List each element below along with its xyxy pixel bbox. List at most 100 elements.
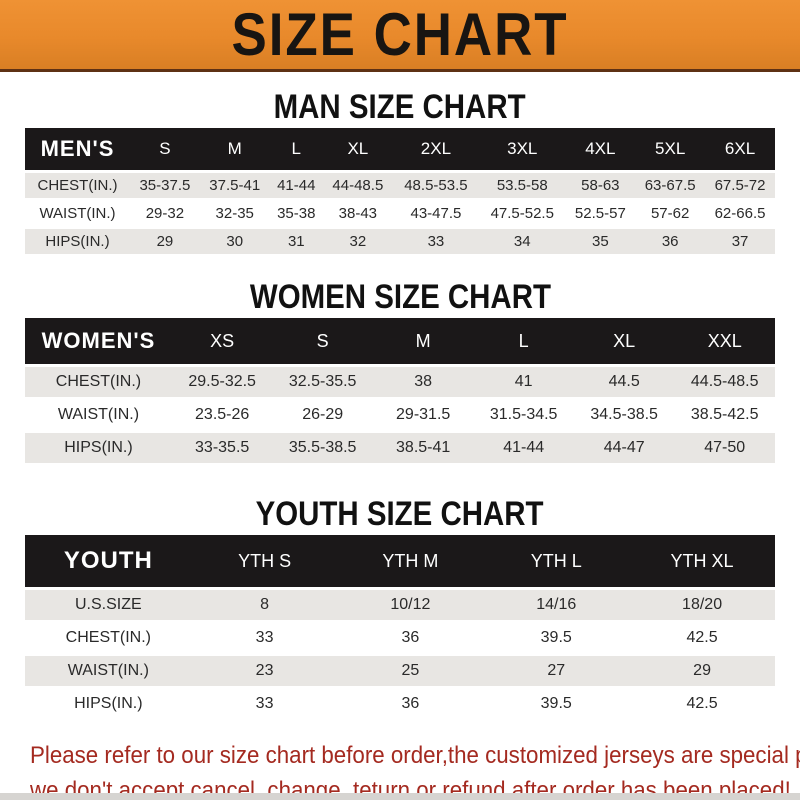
- size-value-cell: 27: [483, 656, 630, 686]
- mens-waist-row: WAIST(IN.) 29-32 32-35 35-38 38-43 43-47…: [25, 201, 775, 226]
- page-title: SIZE CHART: [231, 0, 569, 69]
- size-value-cell: 29-31.5: [372, 400, 474, 430]
- size-value-cell: 67.5-72: [705, 173, 775, 198]
- womens-header-row: WOMEN'S XS S M L XL XXL: [25, 318, 775, 364]
- size-value-cell: 8: [191, 590, 338, 620]
- size-column-header: 4XL: [565, 128, 636, 170]
- row-label-cell: U.S.SIZE: [25, 590, 192, 620]
- row-label-cell: WAIST(IN.): [25, 201, 130, 226]
- size-value-cell: 44-47: [573, 433, 675, 463]
- size-value-cell: 35: [565, 229, 636, 254]
- size-value-cell: 35-38: [269, 201, 323, 226]
- size-value-cell: 38-43: [322, 201, 393, 226]
- size-value-cell: 31: [269, 229, 323, 254]
- size-value-cell: 29.5-32.5: [171, 367, 273, 397]
- size-value-cell: 63-67.5: [635, 173, 706, 198]
- order-notice: Please refer to our size chart before or…: [30, 738, 800, 800]
- size-value-cell: 10/12: [337, 590, 484, 620]
- size-column-header: L: [473, 318, 574, 364]
- size-column-header: 5XL: [635, 128, 706, 170]
- size-value-cell: 36: [635, 229, 706, 254]
- size-value-cell: 43-47.5: [392, 201, 480, 226]
- size-value-cell: 35-37.5: [130, 173, 200, 198]
- row-label-cell: WAIST(IN.): [25, 656, 192, 686]
- size-value-cell: 29: [130, 229, 200, 254]
- size-value-cell: 30: [199, 229, 270, 254]
- size-value-cell: 33: [191, 623, 338, 653]
- size-value-cell: 18/20: [629, 590, 775, 620]
- youth-ussize-row: U.S.SIZE 8 10/12 14/16 18/20: [25, 590, 775, 620]
- size-value-cell: 14/16: [483, 590, 630, 620]
- size-column-header: XXL: [674, 318, 775, 364]
- row-label-cell: CHEST(IN.): [25, 367, 172, 397]
- size-column-header: M: [199, 128, 270, 170]
- size-value-cell: 47-50: [674, 433, 775, 463]
- size-value-cell: 26-29: [272, 400, 373, 430]
- size-value-cell: 58-63: [565, 173, 636, 198]
- size-column-header: XL: [322, 128, 393, 170]
- size-value-cell: 57-62: [635, 201, 706, 226]
- youth-hips-row: HIPS(IN.) 33 36 39.5 42.5: [25, 689, 775, 719]
- youth-waist-row: WAIST(IN.) 23 25 27 29: [25, 656, 775, 686]
- size-value-cell: 38.5-42.5: [674, 400, 775, 430]
- youth-size-table: YOUTH YTH S YTH M YTH L YTH XL U.S.SIZE …: [25, 532, 775, 722]
- size-value-cell: 41-44: [473, 433, 574, 463]
- row-label-cell: HIPS(IN.): [25, 689, 192, 719]
- youth-section-heading-text: YOUTH SIZE CHART: [256, 493, 544, 534]
- size-value-cell: 32: [322, 229, 393, 254]
- size-column-header: S: [130, 128, 200, 170]
- size-column-header: 6XL: [705, 128, 775, 170]
- size-column-header: YTH L: [483, 535, 630, 587]
- row-label-cell: HIPS(IN.): [25, 433, 172, 463]
- size-value-cell: 31.5-34.5: [473, 400, 574, 430]
- size-value-cell: 36: [337, 689, 484, 719]
- size-value-cell: 52.5-57: [565, 201, 636, 226]
- size-column-header: 3XL: [479, 128, 566, 170]
- size-value-cell: 37: [705, 229, 775, 254]
- size-column-header: 2XL: [392, 128, 480, 170]
- mens-hips-row: HIPS(IN.) 29 30 31 32 33 34 35 36 37: [25, 229, 775, 254]
- row-label-cell: CHEST(IN.): [25, 623, 192, 653]
- size-value-cell: 32-35: [199, 201, 270, 226]
- size-value-cell: 41: [473, 367, 574, 397]
- mens-chest-row: CHEST(IN.) 35-37.5 37.5-41 41-44 44-48.5…: [25, 173, 775, 198]
- mens-header-row: MEN'S S M L XL 2XL 3XL 4XL 5XL 6XL: [25, 128, 775, 170]
- size-value-cell: 44.5-48.5: [674, 367, 775, 397]
- women-section-heading: WOMEN SIZE CHART: [0, 276, 800, 317]
- youth-chest-row: CHEST(IN.) 33 36 39.5 42.5: [25, 623, 775, 653]
- size-column-header: YTH XL: [629, 535, 775, 587]
- womens-size-table: WOMEN'S XS S M L XL XXL CHEST(IN.) 29.5-…: [25, 315, 775, 466]
- size-column-header: YTH M: [337, 535, 484, 587]
- size-column-header: XL: [573, 318, 675, 364]
- size-value-cell: 25: [337, 656, 484, 686]
- size-value-cell: 33-35.5: [171, 433, 273, 463]
- size-value-cell: 34: [479, 229, 566, 254]
- size-value-cell: 29-32: [130, 201, 200, 226]
- row-label-cell: HIPS(IN.): [25, 229, 130, 254]
- size-value-cell: 36: [337, 623, 484, 653]
- size-value-cell: 53.5-58: [479, 173, 566, 198]
- size-column-header: YTH S: [191, 535, 338, 587]
- size-value-cell: 48.5-53.5: [392, 173, 480, 198]
- man-section-heading-text: MAN SIZE CHART: [274, 86, 526, 127]
- size-value-cell: 47.5-52.5: [479, 201, 566, 226]
- row-label-cell: CHEST(IN.): [25, 173, 130, 198]
- size-column-header: L: [269, 128, 323, 170]
- bottom-edge-strip: [0, 793, 800, 800]
- womens-hips-row: HIPS(IN.) 33-35.5 35.5-38.5 38.5-41 41-4…: [25, 433, 775, 463]
- women-section-heading-text: WOMEN SIZE CHART: [249, 276, 551, 317]
- size-value-cell: 38.5-41: [372, 433, 474, 463]
- size-value-cell: 34.5-38.5: [573, 400, 675, 430]
- size-value-cell: 39.5: [483, 623, 630, 653]
- size-value-cell: 42.5: [629, 689, 775, 719]
- womens-waist-row: WAIST(IN.) 23.5-26 26-29 29-31.5 31.5-34…: [25, 400, 775, 430]
- size-value-cell: 44.5: [573, 367, 675, 397]
- youth-section-heading: YOUTH SIZE CHART: [0, 493, 800, 534]
- womens-chest-row: CHEST(IN.) 29.5-32.5 32.5-35.5 38 41 44.…: [25, 367, 775, 397]
- size-column-header: M: [372, 318, 474, 364]
- size-value-cell: 32.5-35.5: [272, 367, 373, 397]
- size-column-header: S: [272, 318, 373, 364]
- size-value-cell: 38: [372, 367, 474, 397]
- size-value-cell: 42.5: [629, 623, 775, 653]
- youth-header-row: YOUTH YTH S YTH M YTH L YTH XL: [25, 535, 775, 587]
